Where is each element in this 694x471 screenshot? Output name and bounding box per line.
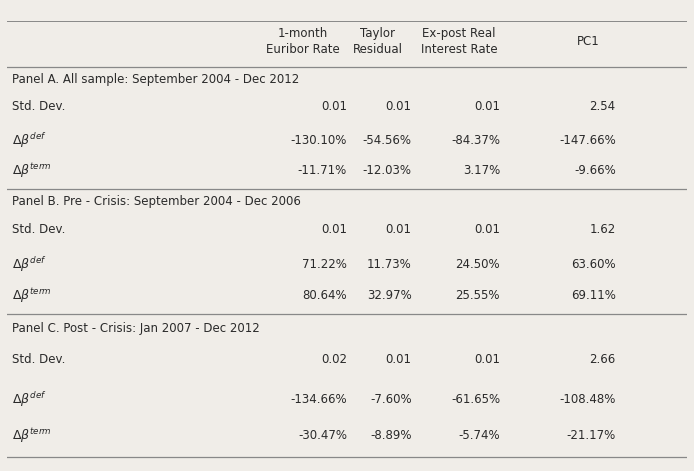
Text: $\Delta\beta^{term}$: $\Delta\beta^{term}$: [12, 426, 52, 445]
Text: 24.50%: 24.50%: [455, 258, 500, 271]
Text: Taylor
Residual: Taylor Residual: [353, 27, 403, 56]
Text: $\Delta\beta^{def}$: $\Delta\beta^{def}$: [12, 390, 47, 409]
Text: 80.64%: 80.64%: [303, 289, 347, 302]
Text: -21.17%: -21.17%: [566, 429, 616, 442]
Text: 63.60%: 63.60%: [571, 258, 616, 271]
Text: Panel A. All sample: September 2004 - Dec 2012: Panel A. All sample: September 2004 - De…: [12, 73, 300, 86]
Text: 25.55%: 25.55%: [455, 289, 500, 302]
Text: -108.48%: -108.48%: [559, 393, 616, 406]
Text: 2.54: 2.54: [589, 100, 616, 113]
Text: 71.22%: 71.22%: [302, 258, 347, 271]
Text: $\Delta\beta^{term}$: $\Delta\beta^{term}$: [12, 162, 52, 180]
Text: 69.11%: 69.11%: [570, 289, 616, 302]
Text: $\Delta\beta^{term}$: $\Delta\beta^{term}$: [12, 286, 52, 305]
Text: -30.47%: -30.47%: [298, 429, 347, 442]
Text: 0.01: 0.01: [321, 100, 347, 113]
Text: 32.97%: 32.97%: [367, 289, 412, 302]
Text: 0.01: 0.01: [386, 100, 412, 113]
Text: 2.66: 2.66: [589, 353, 616, 366]
Text: Std. Dev.: Std. Dev.: [12, 100, 66, 113]
Text: 11.73%: 11.73%: [367, 258, 412, 271]
Text: -12.03%: -12.03%: [362, 164, 412, 178]
Text: -130.10%: -130.10%: [291, 134, 347, 147]
Text: 0.01: 0.01: [386, 353, 412, 366]
Text: 0.01: 0.01: [386, 223, 412, 236]
Text: 0.01: 0.01: [321, 223, 347, 236]
Text: Panel C. Post - Crisis: Jan 2007 - Dec 2012: Panel C. Post - Crisis: Jan 2007 - Dec 2…: [12, 322, 260, 335]
Text: 3.17%: 3.17%: [463, 164, 500, 178]
Text: Std. Dev.: Std. Dev.: [12, 353, 66, 366]
Text: 0.01: 0.01: [474, 353, 500, 366]
Text: -61.65%: -61.65%: [451, 393, 500, 406]
Text: Std. Dev.: Std. Dev.: [12, 223, 66, 236]
Text: -54.56%: -54.56%: [362, 134, 412, 147]
Text: -7.60%: -7.60%: [370, 393, 412, 406]
Text: PC1: PC1: [577, 35, 600, 48]
Text: Panel B. Pre - Crisis: September 2004 - Dec 2006: Panel B. Pre - Crisis: September 2004 - …: [12, 195, 301, 208]
Text: -9.66%: -9.66%: [574, 164, 616, 178]
Text: 0.02: 0.02: [321, 353, 347, 366]
Text: Ex-post Real
Interest Rate: Ex-post Real Interest Rate: [421, 27, 498, 56]
Text: -5.74%: -5.74%: [459, 429, 500, 442]
Text: $\Delta\beta^{def}$: $\Delta\beta^{def}$: [12, 131, 47, 150]
Text: -84.37%: -84.37%: [451, 134, 500, 147]
Text: -134.66%: -134.66%: [290, 393, 347, 406]
Text: -11.71%: -11.71%: [298, 164, 347, 178]
Text: -8.89%: -8.89%: [370, 429, 412, 442]
Text: 1-month
Euribor Rate: 1-month Euribor Rate: [266, 27, 339, 56]
Text: 0.01: 0.01: [474, 223, 500, 236]
Text: -147.66%: -147.66%: [559, 134, 616, 147]
Text: $\Delta\beta^{def}$: $\Delta\beta^{def}$: [12, 255, 47, 274]
Text: 1.62: 1.62: [589, 223, 616, 236]
Text: 0.01: 0.01: [474, 100, 500, 113]
